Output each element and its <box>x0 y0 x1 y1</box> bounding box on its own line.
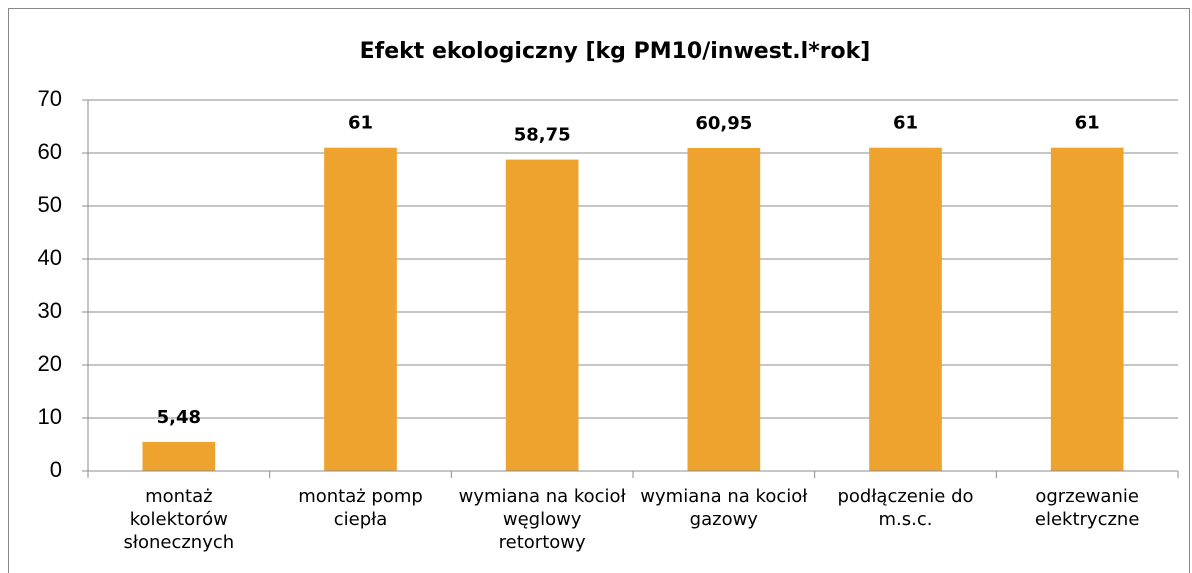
x-tick-label: montaż pomp ciepła <box>298 486 423 530</box>
value-label: 5,48 <box>157 407 201 428</box>
value-label: 58,75 <box>514 125 571 146</box>
y-tick-label: 70 <box>38 86 62 111</box>
y-tick-label: 30 <box>38 298 62 323</box>
y-tick-label: 50 <box>38 192 62 217</box>
bar <box>869 147 942 471</box>
y-tick-label: 40 <box>38 245 62 270</box>
bar <box>142 441 216 471</box>
value-label: 60,95 <box>695 113 752 134</box>
value-label: 61 <box>348 113 373 134</box>
bar <box>324 147 397 471</box>
x-tick-label: wymiana na kocioł gazowy <box>640 486 808 530</box>
value-label: 61 <box>1075 113 1100 134</box>
chart-frame <box>8 8 1190 573</box>
x-tick-label: montaż kolektorów słonecznych <box>123 486 235 553</box>
value-label: 61 <box>893 113 918 134</box>
x-tick-label: wymiana na kocioł węglowy retortowy <box>458 486 626 553</box>
chart-title: Efekt ekologiczny [kg PM10/inwest.l*rok] <box>360 39 871 64</box>
bar <box>505 159 579 471</box>
y-tick-label: 10 <box>38 404 62 429</box>
bar <box>687 147 761 471</box>
y-tick-label: 60 <box>38 139 62 164</box>
x-tick-label: podłączenie do m.s.c. <box>837 486 974 530</box>
y-tick-label: 20 <box>38 351 62 376</box>
bar <box>1050 147 1124 471</box>
x-tick-label: ogrzewanie elektryczne <box>1034 486 1140 530</box>
y-tick-label: 0 <box>50 457 62 482</box>
